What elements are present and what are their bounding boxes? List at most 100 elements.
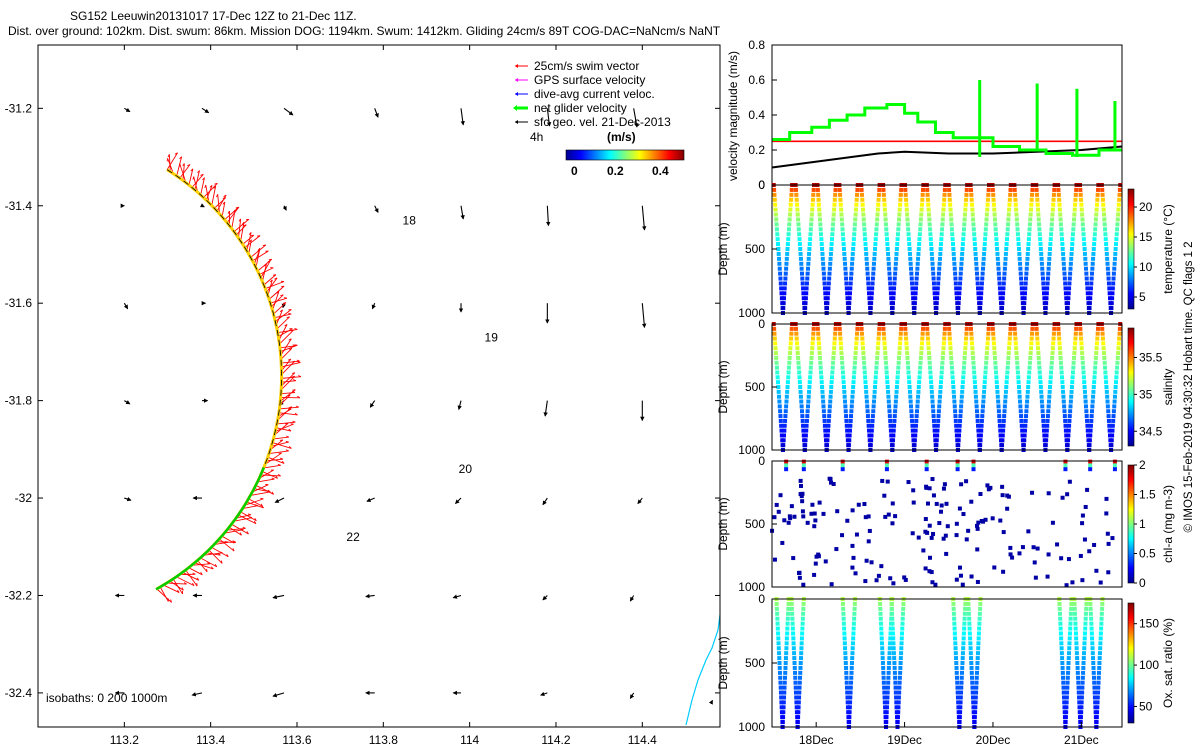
profile-sample bbox=[775, 237, 780, 242]
profile-sample bbox=[905, 217, 910, 222]
profile-sample bbox=[795, 341, 800, 346]
profile-sample bbox=[847, 715, 852, 720]
profile-sample bbox=[974, 261, 979, 266]
profile-sample bbox=[817, 346, 822, 351]
profile-sample bbox=[820, 389, 825, 394]
profile-sample bbox=[978, 296, 983, 301]
profile-sample bbox=[966, 528, 971, 533]
profile-sample bbox=[897, 685, 902, 690]
profile-sample bbox=[956, 700, 961, 705]
profile-sample bbox=[970, 341, 975, 346]
profile-sample bbox=[960, 656, 965, 661]
profile-sample bbox=[882, 207, 887, 212]
profile-sample bbox=[1063, 467, 1068, 472]
profile-sample bbox=[1110, 428, 1115, 433]
profile-sample bbox=[984, 222, 989, 227]
profile-sample bbox=[939, 375, 944, 380]
profile-sample bbox=[886, 251, 891, 256]
profile-sample bbox=[1019, 418, 1024, 423]
profile-sample bbox=[879, 621, 884, 626]
profile-sample bbox=[841, 247, 846, 251]
profile-sample bbox=[929, 389, 934, 394]
profile-sample bbox=[774, 502, 779, 507]
profile-sample bbox=[907, 247, 912, 251]
profile-sample bbox=[853, 217, 858, 222]
profile-sample bbox=[784, 646, 789, 651]
profile-sample bbox=[1090, 636, 1095, 641]
profile-sample bbox=[777, 670, 782, 675]
profile-sample bbox=[1100, 336, 1105, 341]
profile-sample bbox=[873, 375, 878, 380]
profile-sample bbox=[784, 266, 789, 271]
profile-sample bbox=[850, 394, 855, 399]
swim-vector bbox=[246, 232, 252, 251]
profile-sample bbox=[1064, 695, 1069, 700]
swim-vector bbox=[250, 491, 271, 496]
profile-sample bbox=[941, 207, 946, 212]
geo-velocity-arrow bbox=[283, 107, 294, 116]
profile-sample bbox=[1084, 404, 1089, 409]
net-velocity-track bbox=[155, 467, 265, 591]
profile-sample bbox=[918, 217, 923, 222]
profile-sample bbox=[971, 360, 976, 365]
profile-sample bbox=[906, 237, 911, 242]
profile-sample bbox=[1006, 222, 1011, 227]
profile-sample bbox=[896, 710, 901, 715]
profile-sample bbox=[860, 341, 865, 346]
profile-sample bbox=[853, 571, 858, 576]
geo-velocity-arrow bbox=[374, 205, 379, 214]
profile-sample bbox=[926, 212, 931, 217]
profile-sample bbox=[937, 399, 942, 404]
profile-sample bbox=[1098, 646, 1103, 651]
profile-sample bbox=[881, 331, 886, 336]
profile-sample bbox=[1050, 355, 1055, 360]
profile-sample bbox=[1059, 365, 1064, 370]
profile-sample bbox=[1005, 232, 1010, 237]
profile-sample bbox=[845, 700, 850, 705]
profile-sample bbox=[916, 385, 921, 389]
profile-sample bbox=[800, 281, 805, 286]
profile-sample bbox=[1078, 715, 1083, 720]
swim-vector bbox=[166, 582, 187, 585]
profile-sample bbox=[963, 601, 968, 606]
profile-sample bbox=[886, 399, 891, 404]
profile-sample bbox=[1067, 286, 1072, 291]
profile-sample bbox=[938, 251, 943, 256]
profile-sample bbox=[969, 331, 974, 336]
profile-sample bbox=[1030, 490, 1035, 495]
profile-sample bbox=[1114, 242, 1119, 247]
profile-sample bbox=[1092, 680, 1097, 685]
swim-vector bbox=[277, 406, 293, 421]
profile-sample bbox=[874, 370, 879, 375]
legend-net-velocity: net glider velocity bbox=[534, 101, 627, 115]
profile-sample bbox=[951, 606, 956, 611]
profile-sample bbox=[1095, 331, 1100, 336]
profile-sample bbox=[896, 700, 901, 705]
profile-sample bbox=[816, 197, 821, 202]
profile-sample bbox=[1091, 665, 1096, 670]
profile-sample bbox=[890, 306, 895, 311]
profile-sample bbox=[968, 326, 973, 331]
profile-sample bbox=[883, 514, 888, 519]
profile-sample bbox=[1025, 394, 1030, 399]
profile-sample bbox=[872, 394, 877, 399]
profile-sample bbox=[825, 443, 830, 448]
profile-sample bbox=[1096, 675, 1101, 680]
profile-sample bbox=[973, 385, 978, 389]
profile-sample bbox=[961, 646, 966, 651]
profile-sample bbox=[1060, 495, 1065, 500]
profile-sample bbox=[1079, 202, 1084, 207]
profile-sample bbox=[1094, 715, 1099, 720]
profile-sample bbox=[1084, 414, 1089, 419]
profile-sample bbox=[1027, 360, 1032, 365]
profile-sample bbox=[1006, 212, 1011, 217]
profile-sample bbox=[798, 492, 803, 497]
profile-sample bbox=[786, 365, 791, 370]
profile-sample bbox=[797, 370, 802, 375]
profile-sample bbox=[873, 242, 878, 247]
profile-sample bbox=[838, 202, 843, 207]
profile-sample bbox=[912, 438, 917, 443]
profile-sample bbox=[797, 690, 802, 695]
profile-sample bbox=[861, 212, 866, 217]
profile-sample bbox=[1066, 665, 1071, 670]
